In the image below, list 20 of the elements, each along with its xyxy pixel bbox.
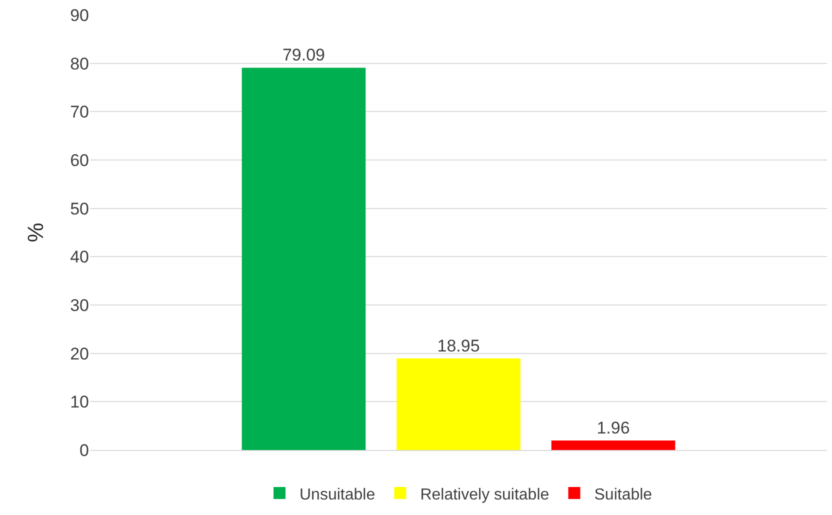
bar: [551, 440, 676, 450]
y-axis-title: %: [22, 222, 48, 242]
y-tick-label: 0: [80, 440, 89, 460]
data-label: 18.95: [437, 336, 480, 356]
y-tick-label: 90: [70, 6, 89, 25]
y-tick-label: 10: [70, 392, 89, 412]
legend-label: Suitable: [594, 486, 652, 504]
bar: [242, 68, 366, 450]
legend-label: Unsuitable: [300, 486, 376, 504]
y-tick-label: 20: [70, 344, 89, 364]
bar: [396, 358, 520, 450]
y-tick-label: 80: [70, 54, 89, 74]
y-tick-label: 30: [70, 296, 89, 315]
legend-label: Relatively suitable: [420, 486, 550, 504]
y-tick-label: 70: [70, 102, 89, 122]
y-tick-label: 40: [70, 248, 89, 267]
y-tick-label: 60: [70, 150, 89, 170]
data-label: 1.96: [596, 418, 630, 438]
data-label: 79.09: [282, 46, 326, 65]
y-tick-label: 50: [70, 199, 89, 218]
